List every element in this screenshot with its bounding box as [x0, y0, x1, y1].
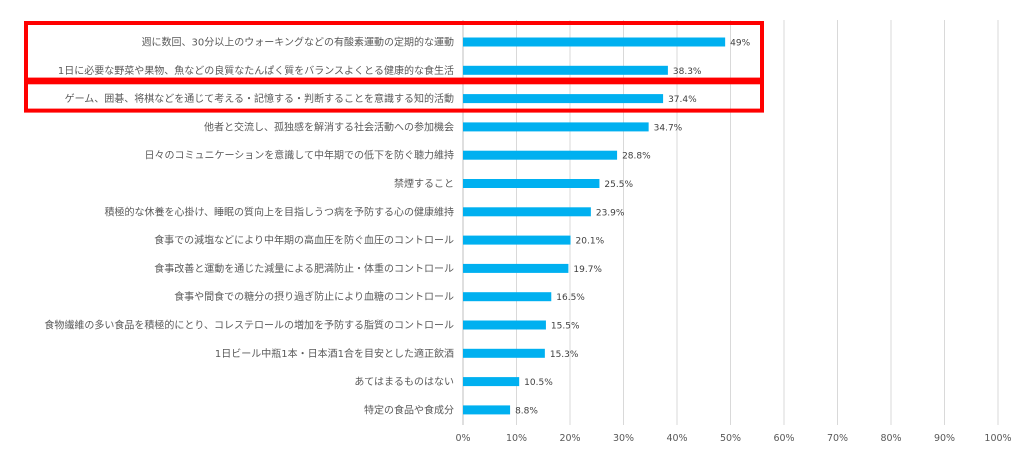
category-label: 食事や間食での糖分の摂り過ぎ防止により血糖のコントロール — [174, 290, 454, 303]
data-label: 16.5% — [556, 293, 585, 303]
x-tick-label: 30% — [613, 433, 634, 444]
data-label: 15.5% — [551, 322, 580, 332]
bar — [463, 207, 591, 217]
category-label: 他者と交流し、孤独感を解消する社会活動への参加機会 — [204, 120, 454, 133]
data-label: 23.9% — [596, 208, 625, 218]
category-label: 積極的な休養を心掛け、睡眠の質向上を目指しうつ病を予防する心の健康維持 — [105, 205, 455, 218]
gridlines — [462, 20, 999, 425]
data-label: 10.5% — [524, 378, 553, 388]
category-label: 日々のコミュニケーションを意識して中年期での低下を防ぐ聴力維持 — [145, 149, 455, 162]
category-label: 食事改善と運動を通じた減量による肥満防止・体重のコントロール — [154, 262, 454, 275]
bar — [463, 179, 600, 188]
data-label: 28.8% — [622, 152, 651, 162]
data-label: 34.7% — [654, 123, 683, 133]
bar — [463, 150, 618, 160]
x-axis-ticks: 0% 10% 20% 30% 40% 50% 60% 70% 80% 90% 100% — [455, 433, 1011, 444]
bar — [463, 65, 668, 75]
bar — [463, 348, 545, 358]
data-label: 25.5% — [604, 180, 633, 190]
category-label: 1日に必要な野菜や果物、魚などの良質なたんぱく質をバランスよくとる健康的な食生活 — [58, 64, 454, 77]
bar — [463, 292, 552, 302]
x-tick-label: 100% — [984, 433, 1011, 444]
data-label: 49% — [730, 39, 750, 49]
x-tick-label: 40% — [666, 433, 687, 444]
bar — [463, 320, 546, 330]
bar — [463, 263, 569, 273]
x-tick-label: 60% — [773, 433, 794, 444]
x-tick-label: 0% — [455, 433, 470, 444]
data-label: 19.7% — [573, 265, 602, 275]
bar — [463, 377, 520, 387]
data-label: 8.8% — [515, 406, 538, 416]
bar — [463, 94, 664, 104]
category-label: ゲーム、囲碁、将棋などを通じて考える・記憶する・判断することを意識する知的活動 — [65, 92, 454, 105]
category-label: 1日ビール中瓶1本・日本酒1合を目安とした適正飲酒 — [215, 347, 454, 360]
x-tick-label: 10% — [506, 433, 527, 444]
category-labels: 週に数回、30分以上のウォーキングなどの有酸素運動の定期的な運動 1日に必要な野菜… — [44, 36, 454, 417]
category-label: 食物繊維の多い食品を積極的にとり、コレステロールの増加を予防する脂質のコントロー… — [44, 319, 454, 332]
data-label: 37.4% — [668, 95, 697, 105]
category-label: 週に数回、30分以上のウォーキングなどの有酸素運動の定期的な運動 — [142, 36, 454, 49]
category-label: あてはまるものはない — [354, 376, 454, 388]
x-tick-label: 80% — [880, 433, 901, 444]
bar — [463, 405, 511, 415]
value-labels: 49% 38.3% 37.4% 34.7% 28.8% 25.5% 23.9% 20.1% 19… — [515, 39, 751, 417]
data-label: 38.3% — [673, 67, 702, 77]
highlight-box — [24, 21, 764, 85]
bar — [463, 37, 726, 47]
bars — [463, 37, 726, 415]
highlight-boxes — [24, 21, 764, 113]
data-label: 15.3% — [550, 350, 579, 360]
bar — [463, 235, 571, 245]
data-label: 20.1% — [576, 237, 605, 247]
highlight-box — [24, 77, 764, 113]
x-tick-label: 70% — [827, 433, 848, 444]
bar — [463, 122, 649, 132]
x-tick-label: 20% — [559, 433, 580, 444]
category-label: 特定の食品や食成分 — [364, 403, 454, 416]
x-tick-label: 90% — [934, 433, 955, 444]
x-tick-label: 50% — [720, 433, 741, 444]
category-label: 食事での減塩などにより中年期の高血圧を防ぐ血圧のコントロール — [154, 234, 454, 247]
category-label: 禁煙すること — [394, 178, 454, 190]
